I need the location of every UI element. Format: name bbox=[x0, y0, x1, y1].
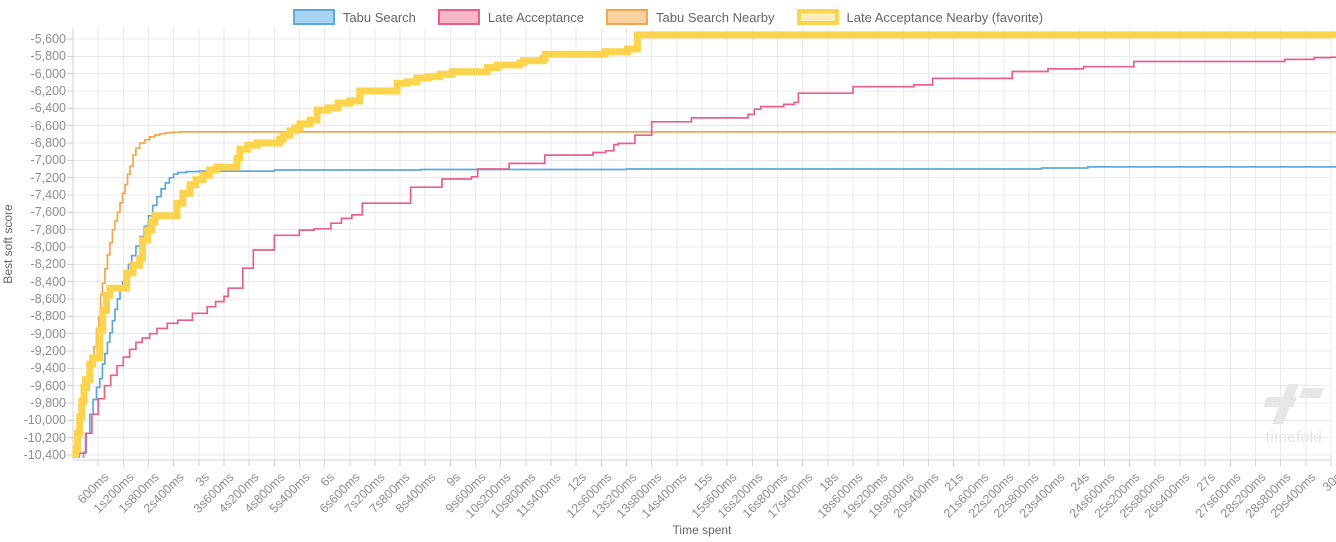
y-tick-label: -8,200 bbox=[30, 257, 66, 272]
x-axis-title: Time spent bbox=[672, 523, 732, 537]
y-tick-label: -5,800 bbox=[30, 49, 66, 64]
legend-label: Late Acceptance bbox=[487, 9, 585, 25]
y-tick-label: -8,800 bbox=[30, 309, 66, 324]
y-tick-label: -5,600 bbox=[30, 32, 66, 46]
y-tick-label: -9,000 bbox=[30, 326, 66, 341]
legend-swatch-icon bbox=[796, 9, 839, 25]
watermark-text: timefold bbox=[1265, 429, 1323, 446]
y-tick-label: -6,400 bbox=[30, 101, 66, 116]
series-line-tabu-search bbox=[82, 166, 1336, 458]
legend-swatch-icon bbox=[606, 9, 649, 25]
y-tick-label: -7,800 bbox=[30, 222, 66, 237]
legend-item-late-acceptance-nearby-favorite[interactable]: Late Acceptance Nearby (favorite) bbox=[796, 9, 1044, 25]
timefold-logo-icon bbox=[1263, 384, 1324, 424]
legend-item-late-acceptance[interactable]: Late Acceptance bbox=[437, 9, 585, 25]
legend-label: Late Acceptance Nearby (favorite) bbox=[846, 9, 1044, 25]
legend-label: Tabu Search Nearby bbox=[656, 9, 775, 25]
y-tick-label: -6,200 bbox=[30, 84, 66, 98]
legend-label: Tabu Search bbox=[342, 9, 416, 25]
y-tick-label: -9,200 bbox=[30, 344, 66, 358]
y-tick-label: -7,000 bbox=[30, 153, 66, 168]
series-line-tabu-search-nearby bbox=[75, 131, 1336, 458]
y-tick-label: -6,600 bbox=[30, 118, 66, 133]
legend-swatch-icon bbox=[292, 9, 335, 25]
series-line-late-acceptance bbox=[78, 56, 1336, 458]
y-tick-label: -7,600 bbox=[30, 205, 66, 220]
chart-legend: Tabu Search Late Acceptance Tabu Search Ne… bbox=[0, 6, 1336, 28]
y-tick-label: -10,400 bbox=[23, 448, 66, 462]
y-tick-label: -10,000 bbox=[23, 413, 66, 428]
series-line-late-acceptance-nearby-favorite bbox=[72, 31, 1336, 458]
legend-item-tabu-search-nearby[interactable]: Tabu Search Nearby bbox=[606, 9, 775, 25]
y-tick-label: -6,000 bbox=[30, 66, 66, 81]
y-tick-label: -9,600 bbox=[30, 378, 66, 393]
y-tick-label: -8,400 bbox=[30, 274, 66, 289]
timefold-watermark: timefold bbox=[1256, 381, 1332, 446]
y-tick-label: -7,400 bbox=[30, 188, 66, 202]
y-tick-label: -8,000 bbox=[30, 240, 66, 254]
y-tick-label: -7,200 bbox=[30, 170, 66, 185]
y-tick-label: -6,800 bbox=[30, 136, 66, 150]
legend-item-tabu-search[interactable]: Tabu Search bbox=[292, 9, 416, 25]
y-tick-label: -10,200 bbox=[23, 430, 66, 445]
y-tick-label: -9,800 bbox=[30, 396, 66, 410]
y-tick-label: -9,400 bbox=[30, 361, 66, 376]
legend-swatch-icon bbox=[437, 9, 480, 25]
y-tick-label: -8,600 bbox=[30, 292, 66, 306]
